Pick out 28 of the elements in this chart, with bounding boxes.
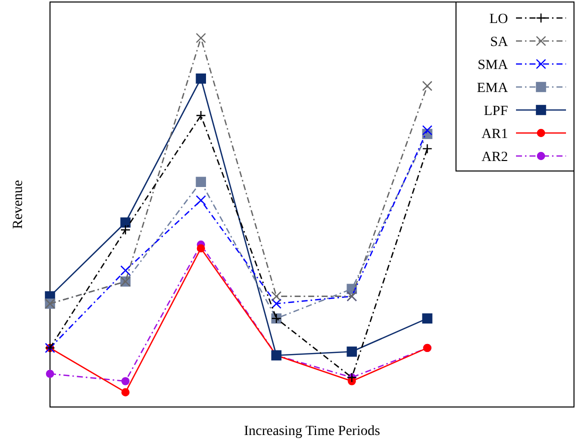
- point: [196, 32, 206, 44]
- point: [120, 217, 131, 228]
- x-axis-title: Increasing Time Periods: [244, 424, 380, 439]
- point: [422, 125, 432, 136]
- point: [271, 291, 282, 302]
- point: [121, 388, 130, 396]
- legend-label: AR2: [482, 150, 508, 165]
- legend-label: LPF: [484, 104, 508, 119]
- point: [422, 144, 432, 154]
- point: [121, 377, 130, 386]
- point: [271, 298, 282, 309]
- y-axis-title: Revenue: [11, 180, 26, 229]
- point: [346, 346, 357, 357]
- legend-label: SA: [490, 35, 509, 50]
- point: [196, 195, 206, 206]
- legend-label: LO: [489, 12, 508, 27]
- point: [46, 370, 54, 378]
- point: [120, 265, 131, 276]
- legend-label: EMA: [476, 81, 509, 96]
- point: [196, 176, 206, 188]
- legend-label: SMA: [478, 58, 509, 73]
- point: [120, 224, 131, 235]
- point: [196, 244, 206, 252]
- legend-label: AR1: [482, 127, 508, 142]
- point: [196, 110, 206, 121]
- point: [422, 313, 432, 324]
- point: [422, 80, 432, 92]
- point: [196, 73, 206, 84]
